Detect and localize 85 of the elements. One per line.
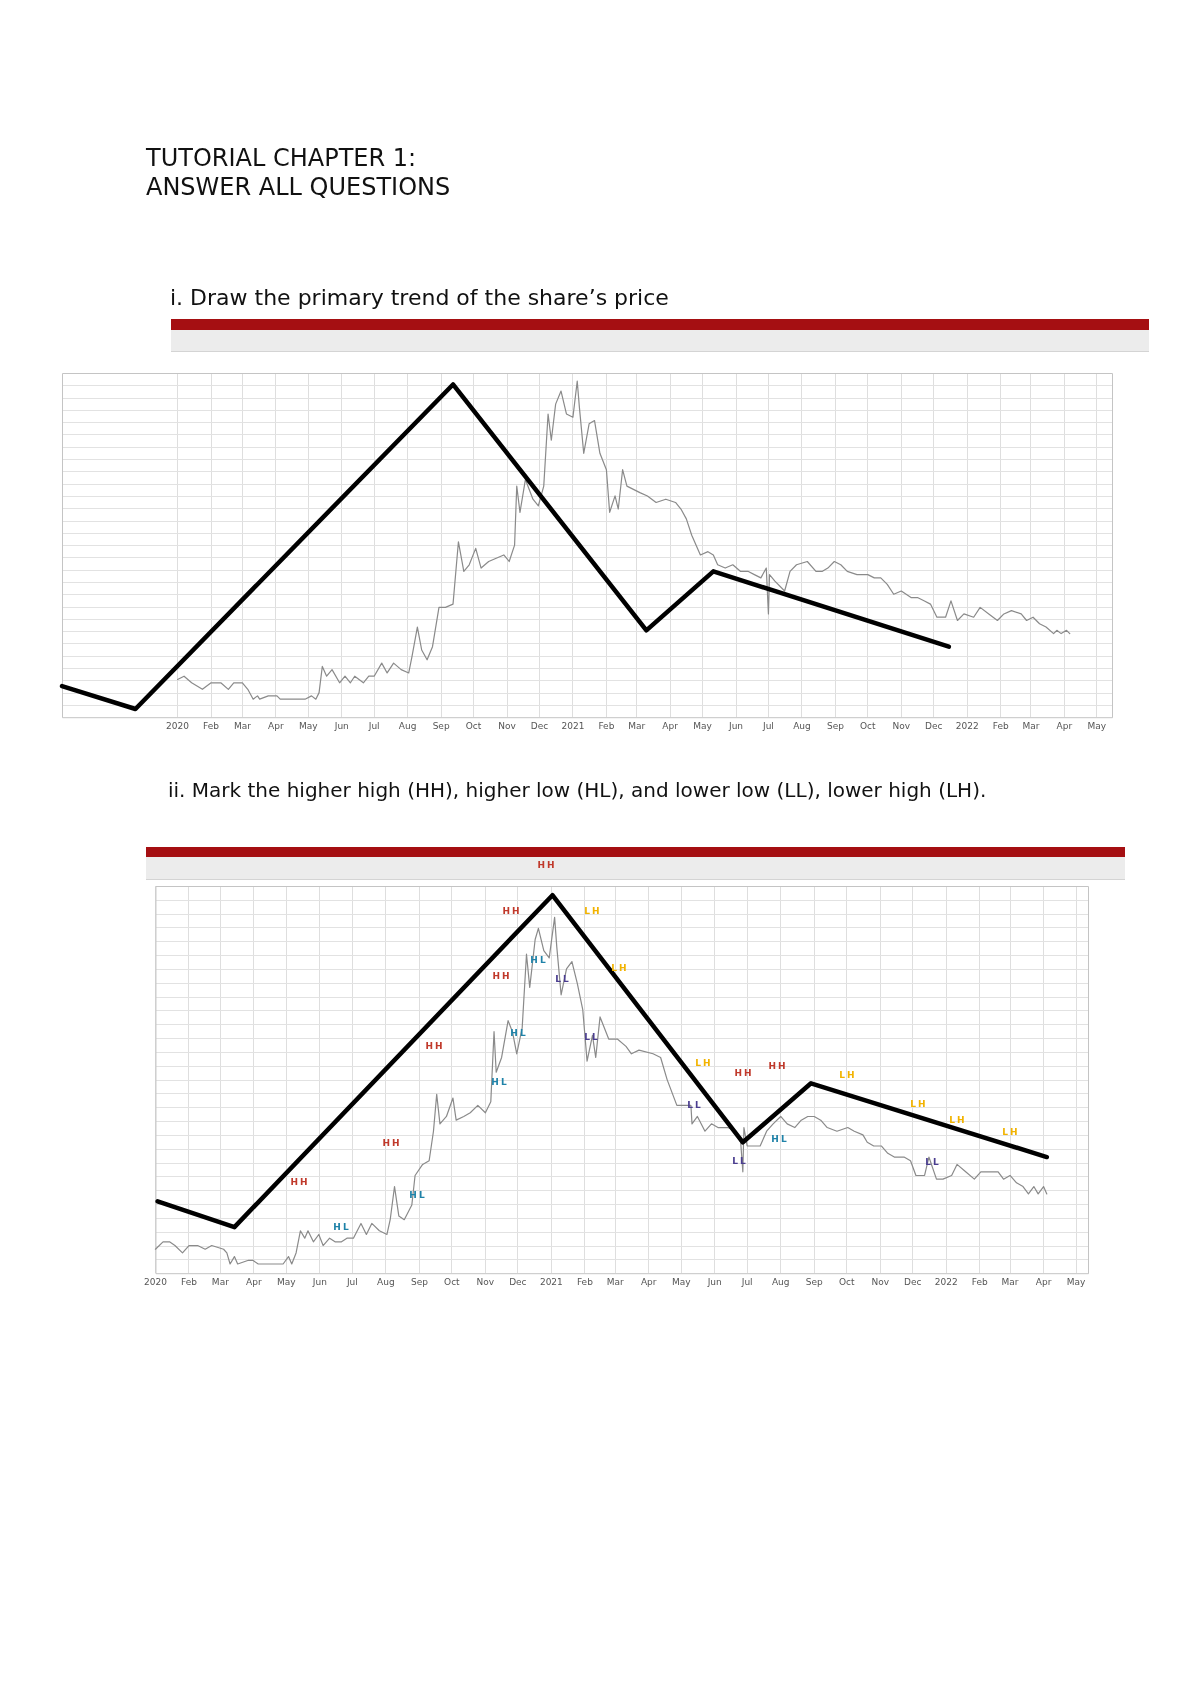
- x-tick-label: Apr: [662, 720, 679, 731]
- x-tick-label: Feb: [181, 1276, 198, 1287]
- x-tick-label: Sep: [805, 1276, 823, 1287]
- chart-title: ii. Mark the higher high (HH), higher low (HL), and lower low (LL), lower high (LH).: [168, 778, 988, 802]
- x-tick-label: Nov: [498, 720, 517, 731]
- x-tick-label: Nov: [476, 1276, 495, 1287]
- chart-subtitle: i. Draw the primary trend of the share’s price: [170, 284, 670, 311]
- annotation: HH: [425, 1041, 445, 1052]
- x-tick-label: Mar: [211, 1276, 230, 1287]
- x-tick-label: Oct: [838, 1276, 855, 1287]
- x-tick-label: Mar: [1001, 1276, 1019, 1287]
- x-tick-label: Dec: [530, 720, 549, 731]
- x-tick-label: Jul: [345, 1276, 358, 1287]
- annotation: LH: [949, 1115, 967, 1126]
- annotation: LH: [695, 1058, 713, 1069]
- x-tick-label: Jul: [762, 720, 774, 731]
- x-tick-label: Mar: [606, 1276, 624, 1287]
- x-tick-label: Oct: [444, 1276, 461, 1287]
- x-tick-label: Sep: [410, 1276, 429, 1287]
- annotation: HL: [771, 1134, 789, 1145]
- annotation: HL: [510, 1028, 528, 1039]
- x-tick-label: May: [671, 1276, 692, 1287]
- x-tick-label: Jul: [367, 720, 380, 731]
- chart-title: TUTORIAL CHAPTER 1: ANSWER ALL QUESTIONS: [146, 144, 452, 202]
- annotation: LH: [910, 1099, 928, 1110]
- x-tick-label: Nov: [892, 720, 911, 731]
- x-tick-label: Oct: [465, 720, 482, 731]
- annotation: LH: [839, 1070, 857, 1081]
- x-tick-label: Apr: [246, 1276, 262, 1287]
- x-tick-label: Feb: [971, 1276, 988, 1287]
- x-tick-label: Feb: [598, 720, 615, 731]
- annotation: HL: [530, 955, 548, 966]
- x-tick-label: Dec: [903, 1276, 922, 1287]
- x-tick-label: Jun: [333, 720, 349, 731]
- text: HH: [537, 860, 557, 871]
- x-tick-label: Apr: [1035, 1276, 1052, 1287]
- annotation: LL: [555, 974, 571, 985]
- x-tick-label: Aug: [398, 720, 417, 731]
- x-tick-label: Oct: [860, 720, 877, 731]
- annotation: LH: [1002, 1127, 1020, 1138]
- annotation: HH: [290, 1177, 310, 1188]
- x-tick-label: Apr: [268, 720, 284, 731]
- x-tick-label: 2022: [955, 720, 979, 731]
- x-tick-label: Feb: [992, 720, 1009, 731]
- x-tick-label: May: [693, 720, 713, 731]
- annotation: HH: [768, 1061, 788, 1072]
- x-tick-label: Jun: [727, 720, 744, 731]
- x-tick-label: Aug: [377, 1276, 395, 1287]
- x-tick-label: 2020: [166, 720, 190, 731]
- x-tick-label: May: [1066, 1276, 1086, 1287]
- x-tick-label: Feb: [576, 1276, 594, 1287]
- x-tick-label: 2021: [539, 1276, 563, 1287]
- annotation: LL: [687, 1100, 703, 1111]
- x-tick-label: Dec: [509, 1276, 527, 1287]
- annotation: HL: [333, 1222, 351, 1233]
- annotation: HL: [409, 1190, 427, 1201]
- x-tick-label: Mar: [1022, 720, 1040, 731]
- x-tick-label: May: [298, 720, 319, 731]
- annotation: LL: [925, 1157, 941, 1168]
- x-tick-label: May: [1087, 720, 1107, 731]
- x-tick-label: Apr: [1056, 720, 1073, 731]
- annotation: HH: [734, 1068, 754, 1079]
- x-tick-label: Dec: [924, 720, 943, 731]
- x-tick-label: Jul: [740, 1276, 753, 1287]
- x-tick-label: 2021: [561, 720, 585, 731]
- x-tick-label: Apr: [640, 1276, 657, 1287]
- x-tick-label: Nov: [871, 1276, 890, 1287]
- annotation: HH: [382, 1138, 402, 1149]
- x-tick-label: Aug: [793, 720, 811, 731]
- annotation: HL: [491, 1077, 509, 1088]
- x-tick-label: Mar: [233, 720, 252, 731]
- x-tick-label: Feb: [203, 720, 220, 731]
- x-tick-label: Sep: [432, 720, 450, 731]
- x-tick-label: Jun: [311, 1276, 327, 1287]
- annotation: HH: [502, 906, 522, 917]
- x-tick-label: Sep: [826, 720, 845, 731]
- x-tick-label: 2022: [934, 1276, 958, 1287]
- x-tick-label: May: [277, 1276, 297, 1287]
- annotation: LH: [611, 963, 629, 974]
- annotation: HH: [492, 971, 512, 982]
- annotation: LH: [584, 906, 602, 917]
- x-tick-label: Mar: [628, 720, 646, 731]
- x-tick-label: Jun: [706, 1276, 722, 1287]
- x-tick-label: Aug: [771, 1276, 790, 1287]
- x-tick-label: 2020: [144, 1276, 168, 1287]
